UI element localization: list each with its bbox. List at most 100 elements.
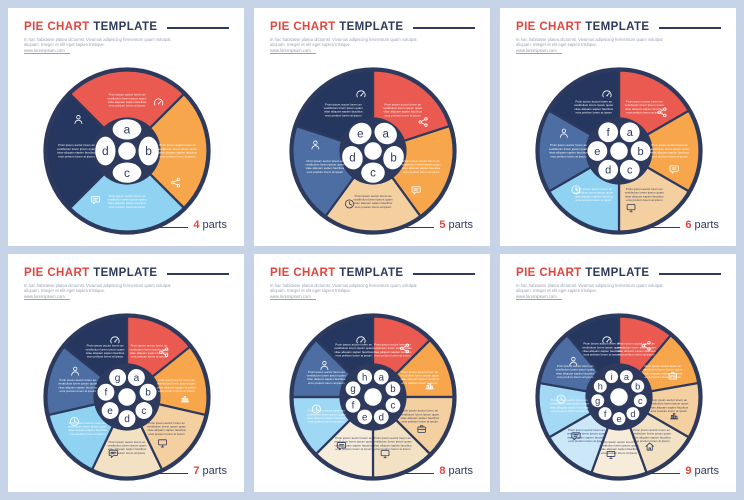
panel-title: PIE CHART TEMPLATE	[24, 21, 158, 33]
segment-text: Proin ipsum auctor lorem an vestibulum lo…	[305, 159, 345, 174]
petal	[356, 409, 372, 424]
parts-number: 4	[193, 219, 200, 231]
segment-text: Proin ipsum auctor lorem an vestibulum lo…	[334, 436, 374, 451]
title-pie-chart: PIE CHART	[270, 21, 336, 33]
pie-sector	[124, 92, 209, 210]
outer-rim	[288, 67, 457, 235]
petal-letter: e	[594, 146, 600, 158]
petal	[630, 379, 644, 393]
panel-subtitle: In hac habitasse platea dictumst. Vivamu…	[270, 283, 432, 301]
petal-letter: a	[623, 372, 629, 382]
petal	[345, 397, 360, 413]
petal	[619, 369, 633, 383]
title-rule	[658, 273, 721, 275]
parts-word: parts	[694, 465, 719, 477]
petal	[112, 162, 141, 183]
segment-text: Proin ipsum auctor lorem an vestibulum lo…	[383, 102, 423, 117]
petal	[598, 406, 612, 420]
parts-word: parts	[694, 219, 719, 231]
subtitle-link: www.loremipsum.com	[24, 294, 70, 301]
parts-caption: 4 parts	[150, 219, 227, 231]
petal	[604, 369, 618, 383]
title-rule	[412, 273, 475, 275]
segment-text: Proin ipsum auctor lorem an vestibulum lo…	[58, 378, 98, 393]
petal	[630, 140, 651, 161]
petal	[94, 136, 115, 166]
pie-sector	[536, 108, 621, 193]
segment-text: Proin ipsum auctor lorem an vestibulum lo…	[548, 143, 588, 158]
panel-title: PIE CHART TEMPLATE	[24, 267, 158, 279]
caption-rule	[150, 226, 189, 228]
chart-wrap: a b c d e f Proin ipsum auctor lorem an vestibu…	[516, 55, 721, 246]
subtitle-link: www.loremipsum.com	[516, 48, 562, 55]
petal	[96, 383, 114, 401]
panel-subtitle: In hac habitasse platea dictumst. Vivamu…	[270, 37, 432, 55]
petal	[590, 393, 604, 407]
petal	[139, 383, 157, 401]
petal	[373, 369, 389, 385]
segment-text: Proin ipsum auctor lorem an vestibulum lo…	[323, 102, 363, 117]
panel-header: PIE CHART TEMPLATE	[270, 21, 475, 33]
subtitle-link: www.loremipsum.com	[24, 48, 70, 55]
panel-header: PIE CHART TEMPLATE	[516, 267, 721, 279]
petal	[593, 379, 607, 393]
petal	[112, 118, 141, 140]
parts-caption: 7 parts	[150, 465, 227, 477]
segment-text: Proin ipsum auctor lorem an vestibulum lo…	[85, 343, 125, 358]
segment-text: Proin ipsum auctor lorem an vestibulum lo…	[616, 341, 656, 356]
pie-sector	[44, 92, 129, 210]
panel-subtitle: In hac habitasse platea dictumst. Vivamu…	[24, 283, 186, 301]
segment-text: Proin ipsum auctor lorem an vestibulum lo…	[400, 370, 440, 385]
segment-text: Proin ipsum auctor lorem an vestibulum lo…	[574, 187, 614, 202]
segment-text: Proin ipsum auctor lorem an vestibulum lo…	[56, 143, 96, 158]
title-pie-chart: PIE CHART	[270, 267, 336, 279]
petal-letter: g	[114, 373, 120, 384]
petal	[619, 159, 640, 180]
segment-text: Proin ipsum auctor lorem an vestibulum lo…	[566, 428, 606, 443]
segment-text: Proin ipsum auctor lorem an vestibulum lo…	[67, 420, 107, 435]
petal-letter: f	[603, 408, 606, 418]
parts-number: 8	[439, 465, 446, 477]
title-template: TEMPLATE	[339, 21, 404, 33]
segment-text: Proin ipsum auctor lorem an vestibulum lo…	[624, 99, 664, 114]
parts-caption: 8 parts	[396, 465, 473, 477]
pie-sector	[68, 149, 185, 233]
panel-subtitle: In hac habitasse platea dictumst. Vivamu…	[516, 283, 678, 301]
pie-template-panel-8-parts: PIE CHART TEMPLATE In hac habitasse plate…	[254, 254, 490, 492]
pie-sector	[68, 69, 185, 153]
pie-sector	[323, 148, 422, 233]
pie-sector	[616, 108, 701, 193]
petal-letter: b	[145, 144, 152, 158]
pie-template-panel-5-parts: PIE CHART TEMPLATE In hac habitasse plate…	[254, 8, 490, 246]
center-circle	[609, 387, 628, 406]
petal-letter: i	[610, 372, 612, 382]
parts-number: 5	[439, 219, 446, 231]
petal-letter: b	[390, 152, 396, 164]
petal-letter: a	[626, 127, 633, 139]
caption-rule	[642, 472, 681, 474]
petal	[101, 401, 119, 419]
pie-chart-6-parts: abc def Proin ipsum auctor lorem an vestibu…	[534, 67, 703, 235]
title-template: TEMPLATE	[585, 267, 650, 279]
segment-text: Proin ipsum auctor lorem an vestibulum lo…	[107, 193, 147, 208]
petal	[619, 122, 640, 142]
parts-number: 6	[685, 219, 692, 231]
segment-text: Proin ipsum auctor lorem an vestibulum lo…	[129, 343, 169, 358]
caption-rule	[396, 472, 435, 474]
center-circle	[117, 141, 136, 160]
panel-header: PIE CHART TEMPLATE	[24, 267, 229, 279]
center-circle	[363, 141, 382, 160]
subtitle-link: www.loremipsum.com	[270, 48, 316, 55]
petal-letter: c	[390, 400, 395, 411]
segment-text: Proin ipsum auctor lorem an vestibulum lo…	[582, 341, 622, 356]
panel-header: PIE CHART TEMPLATE	[24, 21, 229, 33]
petal	[382, 145, 404, 169]
segment-text: Proin ipsum auctor lorem an vestibulum lo…	[632, 428, 672, 443]
chart-wrap: a b c d e f g h i Proin ipsum auctor lorem an vest…	[516, 301, 721, 492]
parts-word: parts	[448, 219, 473, 231]
petal	[341, 145, 363, 169]
petal	[633, 393, 647, 407]
petal-letter: d	[349, 152, 355, 164]
